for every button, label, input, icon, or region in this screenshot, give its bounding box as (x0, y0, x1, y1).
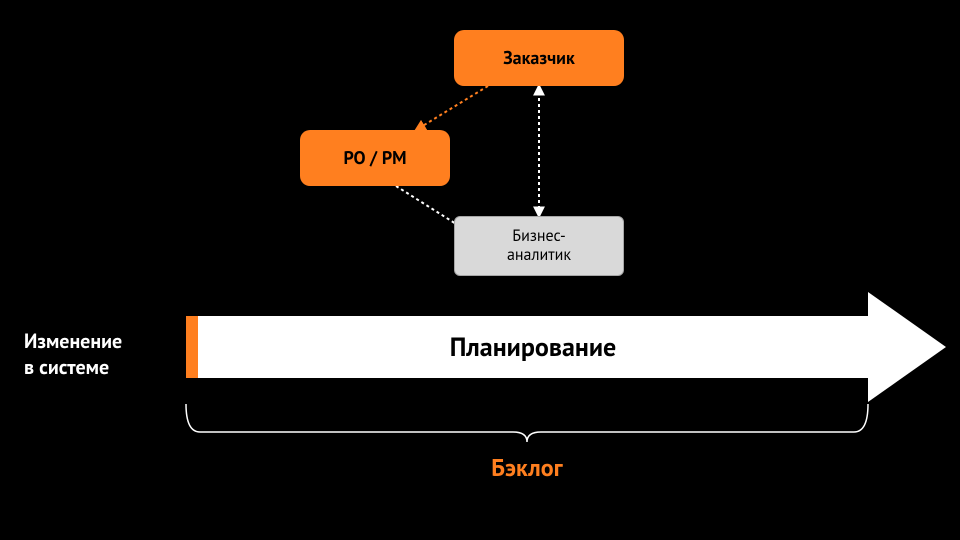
side-label-line1: Изменение (24, 328, 122, 354)
bottom-label: Бэклог (186, 452, 868, 483)
node-ba-label: Бизнес- аналитик (507, 227, 571, 265)
side-label: Изменениев системе (24, 328, 122, 380)
diagram-stage: Заказчик PO / PM Бизнес- аналитик Изменение… (0, 0, 960, 540)
node-ba: Бизнес- аналитик (454, 216, 624, 276)
arrow-accent (186, 316, 198, 378)
arrow-label: Планирование (450, 331, 616, 364)
node-popm-label: PO / PM (343, 147, 406, 169)
node-popm: PO / PM (300, 130, 450, 186)
arrow-head (868, 292, 946, 402)
side-label-line2: в системе (24, 354, 122, 380)
edge-customer-popm (416, 86, 488, 130)
node-customer: Заказчик (454, 30, 624, 86)
node-customer-label: Заказчик (503, 47, 575, 69)
brace (186, 404, 868, 442)
arrow-body: Планирование (198, 316, 868, 378)
